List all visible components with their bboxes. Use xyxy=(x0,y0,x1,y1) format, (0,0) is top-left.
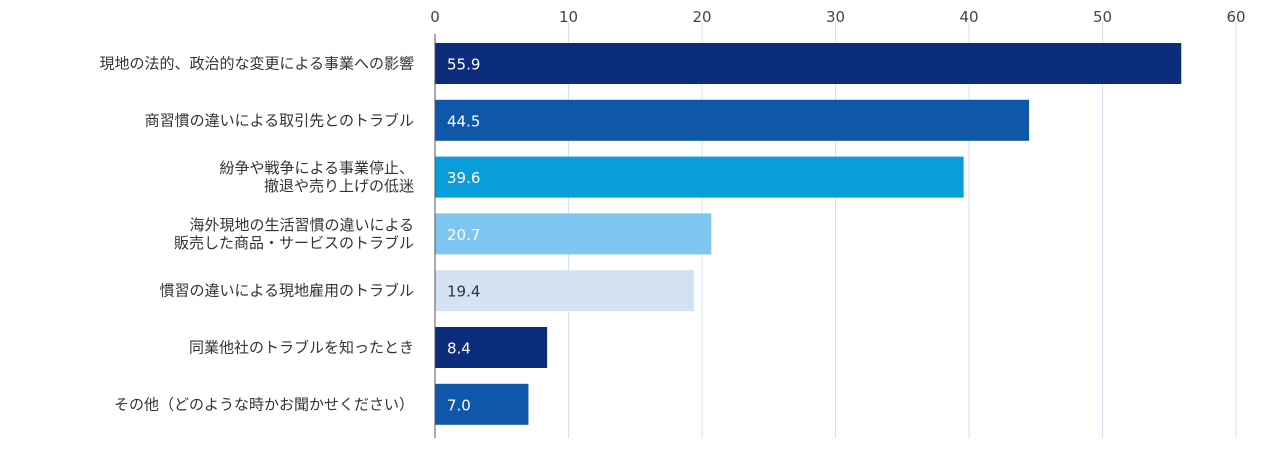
x-tick-label: 50 xyxy=(1093,8,1112,26)
value-labels: 55.9 44.5 39.6 20.7 19.4 8.4 7.0 xyxy=(447,56,480,415)
category-label: 同業他社のトラブルを知ったとき xyxy=(189,339,414,357)
category-label: その他（どのような時かお聞かせください） xyxy=(114,395,414,413)
bar-value-label: 44.5 xyxy=(447,112,480,130)
bar-value-label: 19.4 xyxy=(447,283,480,301)
x-tick-label: 0 xyxy=(430,8,440,26)
bar xyxy=(435,156,964,198)
x-tick-label: 60 xyxy=(1226,8,1245,26)
bar-value-label: 8.4 xyxy=(447,340,471,358)
bar xyxy=(435,99,1030,141)
bar-value-label: 7.0 xyxy=(447,396,471,414)
x-tick-label: 10 xyxy=(559,8,578,26)
x-tick-label: 40 xyxy=(959,8,978,26)
bar xyxy=(435,270,694,312)
category-label: 慣習の違いによる現地雇用のトラブル xyxy=(159,282,414,300)
category-label: 海外現地の生活習慣の違いによる販売した商品・サービスのトラブル xyxy=(174,216,414,252)
bar xyxy=(435,327,548,368)
bar-value-label: 39.6 xyxy=(447,169,480,187)
bar-value-label: 20.7 xyxy=(447,226,480,244)
category-label: 現地の法的、政治的な変更による事業への影響 xyxy=(99,55,414,73)
bar xyxy=(435,383,529,425)
x-tick-label: 30 xyxy=(826,8,845,26)
bar xyxy=(435,213,712,255)
bars xyxy=(435,43,1182,425)
x-tick-label: 20 xyxy=(692,8,711,26)
category-labels: 現地の法的、政治的な変更による事業への影響商習慣の違いによる取引先とのトラブル紛… xyxy=(99,55,414,414)
bar-value-label: 55.9 xyxy=(447,56,480,74)
gridlines xyxy=(568,22,1237,438)
bar xyxy=(435,43,1182,84)
x-axis-ticks: 0 10 20 30 40 50 60 xyxy=(430,8,1245,26)
category-label: 紛争や戦争による事業停止、撤退や売り上げの低迷 xyxy=(219,159,414,195)
category-label: 商習慣の違いによる取引先とのトラブル xyxy=(145,111,414,129)
